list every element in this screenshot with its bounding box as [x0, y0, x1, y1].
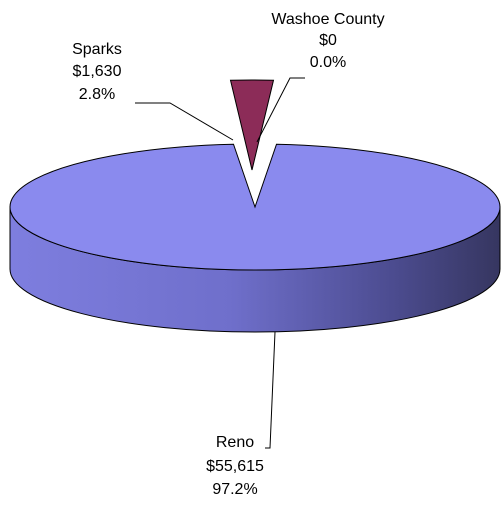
slice-value-washoe: $0: [319, 32, 337, 49]
slice-percent-washoe: 0.0%: [310, 54, 346, 71]
leader-line-reno: [265, 331, 276, 449]
slice-value-reno: $55,615: [206, 458, 264, 475]
slice-percent-sparks: 2.8%: [79, 86, 115, 103]
pie-slice-sparks: [229, 79, 275, 171]
leader-line-sparks: [135, 102, 234, 141]
leader-lines: [135, 77, 305, 449]
data-labels: Washoe County $0 0.0% Sparks $1,630 2.8%…: [72, 11, 385, 498]
slice-label-reno: Reno: [216, 434, 254, 451]
pie-slice-reno: [9, 143, 501, 271]
pie-body: [9, 79, 501, 333]
slice-label-sparks: Sparks: [72, 41, 122, 58]
slice-value-sparks: $1,630: [73, 63, 122, 80]
leader-line-washoe: [256, 77, 305, 143]
slice-label-washoe: Washoe County: [271, 11, 384, 28]
slice-percent-reno: 97.2%: [212, 481, 257, 498]
